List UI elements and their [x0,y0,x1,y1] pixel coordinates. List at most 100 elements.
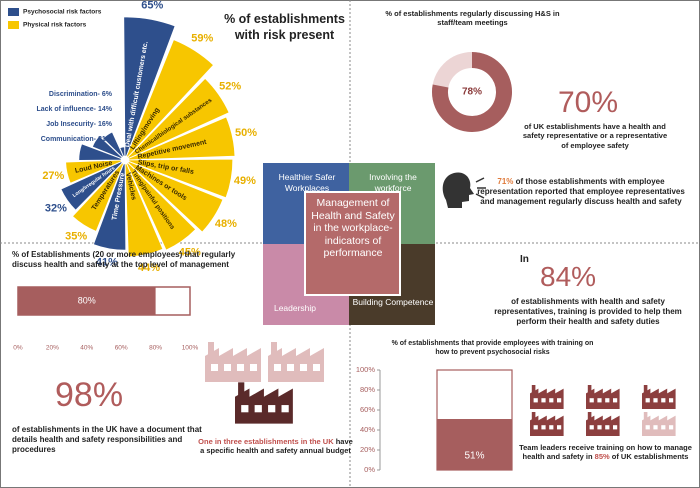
radial-bar [124,163,164,258]
value-label: 14% [98,106,113,113]
bar-category-label: Job Insecurity- [46,121,96,128]
small-bar-label: Job Insecurity- 16% [46,121,113,128]
radial-bar [60,161,123,211]
stat-figure: 70% [558,86,619,119]
radial-bar [71,162,124,232]
bar-category-label: Lack of influence- [36,106,96,113]
radial-bar [78,143,122,161]
y-tick-label: 20% [360,445,375,454]
hub-label: Building Competence [352,297,434,307]
value-label: 65% [141,0,163,11]
radial-bar [91,135,123,159]
donut-arc [432,52,512,132]
value-label: 51% [464,451,484,462]
factory-icon [586,412,620,436]
value-label: 41% [96,257,118,269]
stat-figure: 71% [497,177,514,186]
y-tick-label: 40% [360,425,375,434]
hub-label: Healthier Safer Workplaces [278,172,336,193]
value-label: 6% [102,91,113,98]
stat-paragraph: Team leaders receive training on how to … [518,443,693,462]
x-tick-label: 0% [13,345,23,352]
stat-text: of establishments in the UK have a docum… [12,425,202,454]
chart-title: % of Establishments (20 or more employee… [12,250,236,269]
megaphone-icon [442,172,486,208]
hub [263,163,435,325]
hub-center [304,191,401,296]
value-label: 50% [235,127,257,139]
small-bar-label: Communication- 21% [41,136,113,143]
radial-bar [123,16,176,157]
legend-label: Physical risk factors [23,22,87,29]
value-label: 45% [179,246,201,258]
y-tick-label: 80% [360,385,375,394]
stat-text: Team leaders receive training on how to … [519,443,692,462]
bar-category-label: Discrimination- [49,91,101,98]
factory-icon [205,342,261,382]
stat-text: of those establishments with employee re… [477,177,685,206]
small-bar-label: Discrimination- 6% [49,91,113,98]
hub-label: Involving the workforce [369,172,417,193]
factory-icon [642,412,676,436]
stat-highlight: One in three establishments in the UK [198,437,334,446]
x-tick-label: 60% [115,345,128,352]
hub-label: Leadership [273,303,317,313]
radial-bar [127,161,224,233]
legend-swatch [8,8,19,16]
value-label: 59% [191,33,213,45]
value-label: 16% [98,121,113,128]
radial-bar [102,131,124,158]
chart-title: % of establishments that provide employe… [391,340,594,356]
y-tick-label: 100% [356,365,376,374]
x-tick-label: 80% [149,345,162,352]
radial-bar [128,116,236,161]
value-label: 48% [215,218,237,230]
chart-title: % of establishments regularly discussing… [385,9,560,28]
factory-icon [586,385,620,409]
stat-figure: 85% [594,452,610,462]
bar-category-label: Communication- [41,136,97,143]
value-label: 52% [219,80,241,92]
value-label: 49% [234,175,256,187]
radial-bar [126,162,197,251]
value-label: 44% [138,262,160,274]
x-tick-label: 100% [182,345,199,352]
value-label: 21% [98,136,113,143]
bar [437,419,512,470]
radial-bar [127,77,230,159]
radial-bar [92,163,127,251]
value-label: 32% [45,202,67,214]
stat-text: of UK establishments have a health and s… [522,122,668,150]
y-tick-label: 60% [360,405,375,414]
chart-title: % of establishments with risk present [224,12,345,42]
x-tick-label: 40% [80,345,93,352]
factory-icon [642,385,676,409]
stat-paragraph: One in three establishments in the UK ha… [198,437,353,456]
hub-center-label: Management of Health and Safety in the w… [311,197,395,260]
radial-bar [128,158,234,199]
bar [18,287,156,315]
factory-icon [530,385,564,409]
radial-bar [119,146,126,157]
radial-bar [65,159,122,184]
value-label: 35% [65,231,87,243]
radial-bar [126,39,215,158]
factory-icon [530,412,564,436]
stat-text: of UK establishments [611,452,689,462]
y-tick-label: 0% [364,465,375,474]
value-label: 27% [42,170,64,182]
legend-swatch [8,21,19,29]
factory-icon [268,342,324,382]
factory-icon [235,382,293,424]
stat-figure: 98% [55,376,124,414]
stat-text: of establishments with health and safety… [494,297,682,326]
small-bar-label: Lack of influence- 14% [36,106,112,113]
stat-paragraph: 71% of those establishments with employe… [472,177,690,207]
x-tick-label: 20% [46,345,59,352]
legend-label: Psychosocial risk factors [23,9,102,16]
stat-text: have a specific health and safety annual… [200,437,353,456]
value-label: 78% [462,87,482,98]
value-label: 80% [78,295,96,305]
